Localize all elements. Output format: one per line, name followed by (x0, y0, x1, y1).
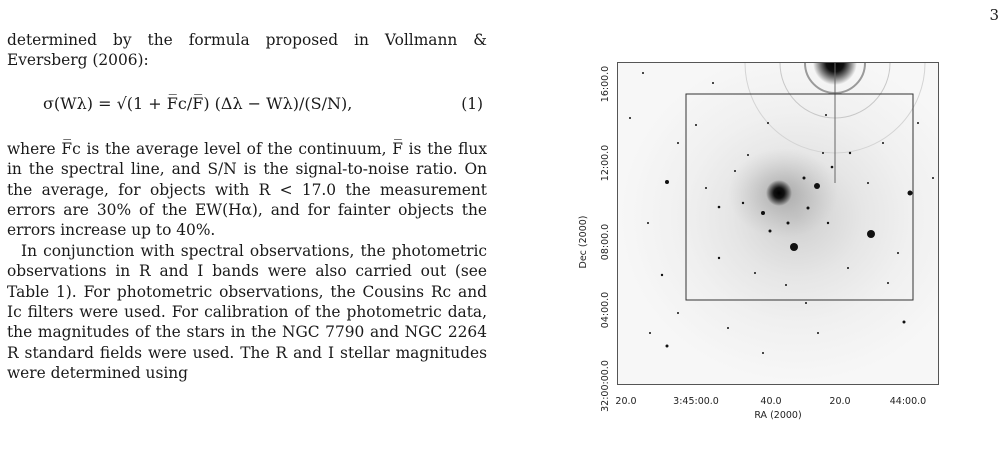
x-tick-label: 40.0 (760, 396, 781, 407)
y-tick-label: 08:00.0 (600, 224, 611, 260)
x-tick-label: 44:00.0 (890, 396, 926, 407)
x-axis-label: RA (2000) (754, 410, 801, 421)
star-field (629, 72, 934, 354)
x-tick-label: 20.0 (615, 396, 636, 407)
x-tick-label: 3:45:00.0 (673, 396, 719, 407)
figure-axes: 16:00.0 12:00.0 08:00.0 04:00.0 32:00:00… (578, 66, 926, 421)
equation-number: (1) (461, 94, 483, 113)
text-column: determined by the formula proposed in Vo… (7, 30, 487, 384)
x-tick-label: 20.0 (829, 396, 850, 407)
paragraph-intro: determined by the formula proposed in Vo… (7, 31, 487, 70)
y-axis-label: Dec (2000) (578, 216, 589, 269)
equation-1: σ(Wλ) = √(1 + F̅c/F̅) (Δλ − Wλ)/(S/N), (… (7, 87, 487, 121)
cluster-core (766, 180, 792, 206)
paragraph-where: where F̅c is the average level of the co… (7, 139, 487, 240)
sky-image-svg (629, 63, 934, 354)
y-tick-label: 04:00.0 (600, 292, 611, 328)
caption-edge (620, 446, 940, 456)
region-box (685, 93, 914, 301)
y-tick-label: 12:00.0 (600, 145, 611, 181)
sky-image (617, 62, 939, 385)
paragraph-photometry: In conjunction with spectral observation… (7, 241, 487, 383)
y-tick-label: 32:00:00.0 (600, 360, 611, 412)
equation-body: σ(Wλ) = √(1 + F̅c/F̅) (Δλ − Wλ)/(S/N), (43, 93, 353, 113)
page-number: 3 (989, 6, 999, 24)
y-tick-label: 16:00.0 (600, 66, 611, 102)
